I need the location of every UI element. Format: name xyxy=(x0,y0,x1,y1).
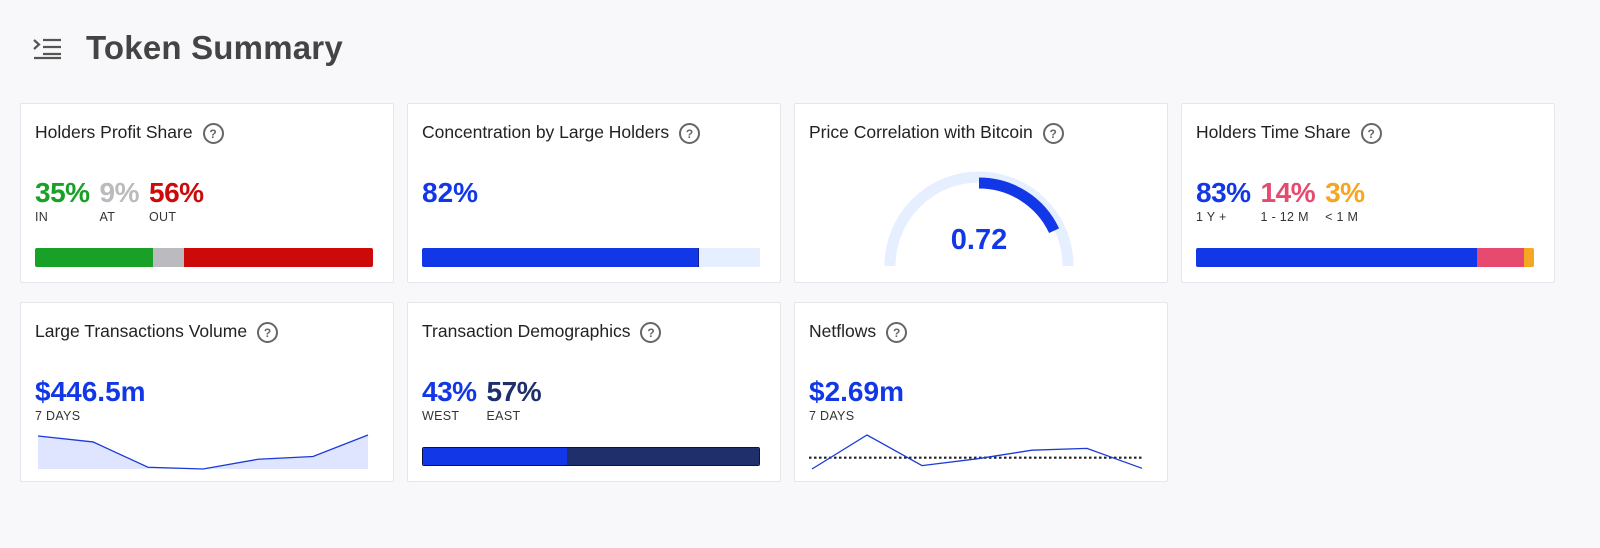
netflows-value: $2.69m xyxy=(809,376,904,407)
menu-collapse-icon[interactable] xyxy=(30,33,64,63)
bar-segment-in xyxy=(35,248,154,267)
card-title: Price Correlation with Bitcoin xyxy=(809,121,1033,142)
bar-segment-out xyxy=(183,248,373,267)
concentration-value: 82% xyxy=(422,177,479,208)
help-icon[interactable]: ? xyxy=(257,322,279,343)
bar-segment-west xyxy=(423,448,568,465)
correlation-value: 0.72 xyxy=(950,224,1008,256)
stat-label: EAST xyxy=(486,409,521,423)
transaction-demographics-card: Transaction Demographics ? 43% WEST 57% … xyxy=(407,302,781,482)
bar-segment-1-12m xyxy=(1476,248,1524,267)
stat-value: 35% xyxy=(35,177,90,208)
holders-profit-share-card: Holders Profit Share ? 35% IN 9% AT 56% … xyxy=(20,103,394,283)
large-transactions-card: Large Transactions Volume ? $446.5m 7 DA… xyxy=(20,302,394,482)
holders-time-share-card: Holders Time Share ? 83% 1 Y + 14% 1 - 1… xyxy=(1181,103,1555,283)
stat-in: 35% IN xyxy=(35,177,90,225)
stat-value: 83% xyxy=(1196,177,1251,208)
bar-segment-at xyxy=(153,248,184,267)
bar-fill xyxy=(422,248,700,267)
help-icon[interactable]: ? xyxy=(202,123,224,144)
netflows-sparkline xyxy=(809,434,1143,470)
large-tx-period: 7 DAYS xyxy=(35,409,81,423)
stat-value: 9% xyxy=(99,177,140,208)
large-tx-value: $446.5m xyxy=(35,376,146,407)
card-title: Transaction Demographics xyxy=(422,320,631,341)
card-title: Large Transactions Volume xyxy=(35,320,248,341)
card-title: Concentration by Large Holders xyxy=(422,121,670,142)
demographics-stats: 43% WEST 57% EAST xyxy=(422,376,551,424)
stat-value: 14% xyxy=(1260,177,1316,208)
profit-stats: 35% IN 9% AT 56% OUT xyxy=(35,177,214,225)
stat-value: 57% xyxy=(486,376,542,407)
page-header: Token Summary xyxy=(30,28,343,68)
gauge-fill xyxy=(978,177,1060,234)
stat-label: AT xyxy=(99,210,116,224)
help-icon[interactable]: ? xyxy=(1360,123,1382,144)
concentration-bar xyxy=(422,248,760,267)
stat-out: 56% OUT xyxy=(149,177,204,225)
sparkline-area xyxy=(38,435,368,469)
demographics-bar xyxy=(422,447,760,466)
concentration-card: Concentration by Large Holders ? 82% xyxy=(407,103,781,283)
price-correlation-card: Price Correlation with Bitcoin ? 0.72 xyxy=(794,103,1168,283)
stat-east: 57% EAST xyxy=(486,376,542,424)
card-title: Holders Profit Share xyxy=(35,121,193,142)
help-icon[interactable]: ? xyxy=(886,322,908,343)
stat-label: IN xyxy=(35,210,49,224)
help-icon[interactable]: ? xyxy=(679,123,701,144)
help-icon[interactable]: ? xyxy=(1042,123,1064,144)
large-tx-sparkline xyxy=(37,434,369,470)
profit-share-bar xyxy=(35,248,373,267)
time-share-stats: 83% 1 Y + 14% 1 - 12 M 3% < 1 M xyxy=(1196,177,1375,225)
bar-segment-east xyxy=(567,448,759,465)
card-title: Holders Time Share xyxy=(1196,121,1351,142)
help-icon[interactable]: ? xyxy=(640,322,662,343)
stat-value: 3% xyxy=(1325,177,1365,208)
stat-label: 1 - 12 M xyxy=(1260,210,1309,224)
stat-at: 9% AT xyxy=(99,177,140,225)
stat-value: 56% xyxy=(149,177,204,208)
stat-label: < 1 M xyxy=(1325,210,1359,224)
stat-1y: 83% 1 Y + xyxy=(1196,177,1251,225)
page-title: Token Summary xyxy=(86,29,343,66)
stat-label: OUT xyxy=(149,210,177,224)
sparkline-line xyxy=(37,434,369,470)
stat-west: 43% WEST xyxy=(422,376,477,424)
stat-lt-1m: 3% < 1 M xyxy=(1325,177,1365,225)
netflows-period: 7 DAYS xyxy=(809,409,855,423)
sparkline-line xyxy=(811,434,1143,470)
stat-1-12m: 14% 1 - 12 M xyxy=(1260,177,1316,225)
stat-label: WEST xyxy=(422,409,460,423)
bar-segment-1y xyxy=(1196,248,1477,267)
time-share-bar xyxy=(1196,248,1534,267)
stat-label: 1 Y + xyxy=(1196,210,1227,224)
card-title: Netflows xyxy=(809,320,877,341)
stat-value: 43% xyxy=(422,376,477,407)
bar-segment-lt-1m xyxy=(1523,248,1534,267)
netflows-card: Netflows ? $2.69m 7 DAYS xyxy=(794,302,1168,482)
gauge-track xyxy=(884,171,1074,267)
correlation-gauge xyxy=(884,171,1074,267)
